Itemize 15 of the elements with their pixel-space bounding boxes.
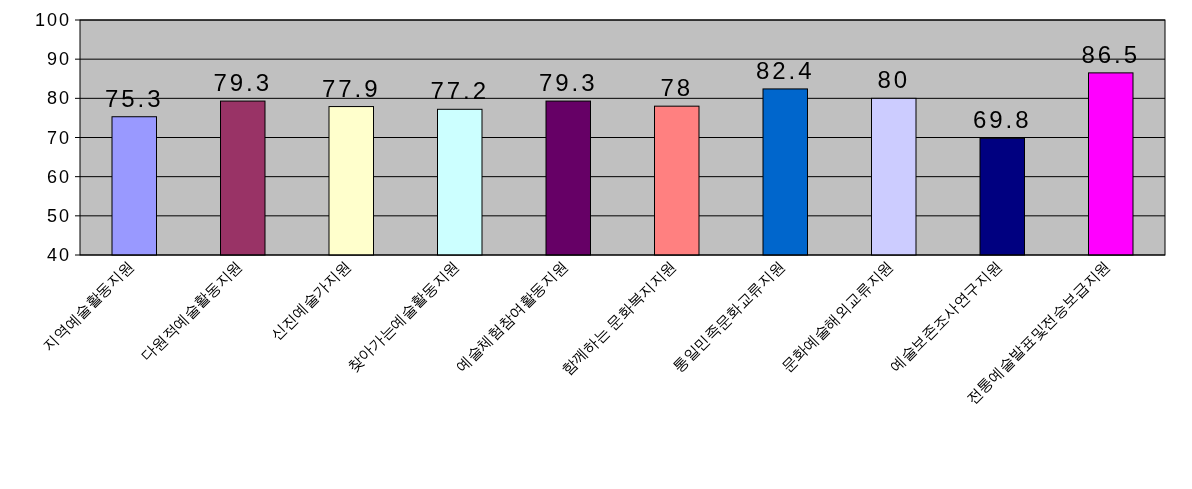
data-label: 79.3 bbox=[538, 69, 598, 97]
data-label: 78 bbox=[660, 74, 694, 102]
y-tick-label: 40 bbox=[46, 245, 71, 265]
y-tick-label: 50 bbox=[46, 205, 71, 226]
data-label: 80 bbox=[877, 66, 911, 94]
data-label: 69.8 bbox=[972, 106, 1032, 134]
y-tick-label: 100 bbox=[34, 10, 71, 30]
data-label: 77.9 bbox=[321, 74, 381, 102]
y-tick-label: 90 bbox=[46, 49, 71, 70]
data-label: 82.4 bbox=[755, 56, 815, 84]
y-tick-label: 60 bbox=[46, 166, 71, 187]
data-label: 79.3 bbox=[213, 69, 273, 97]
y-tick-label: 70 bbox=[46, 127, 71, 148]
data-label: 77.2 bbox=[430, 77, 490, 105]
y-tick-label: 80 bbox=[46, 88, 71, 109]
